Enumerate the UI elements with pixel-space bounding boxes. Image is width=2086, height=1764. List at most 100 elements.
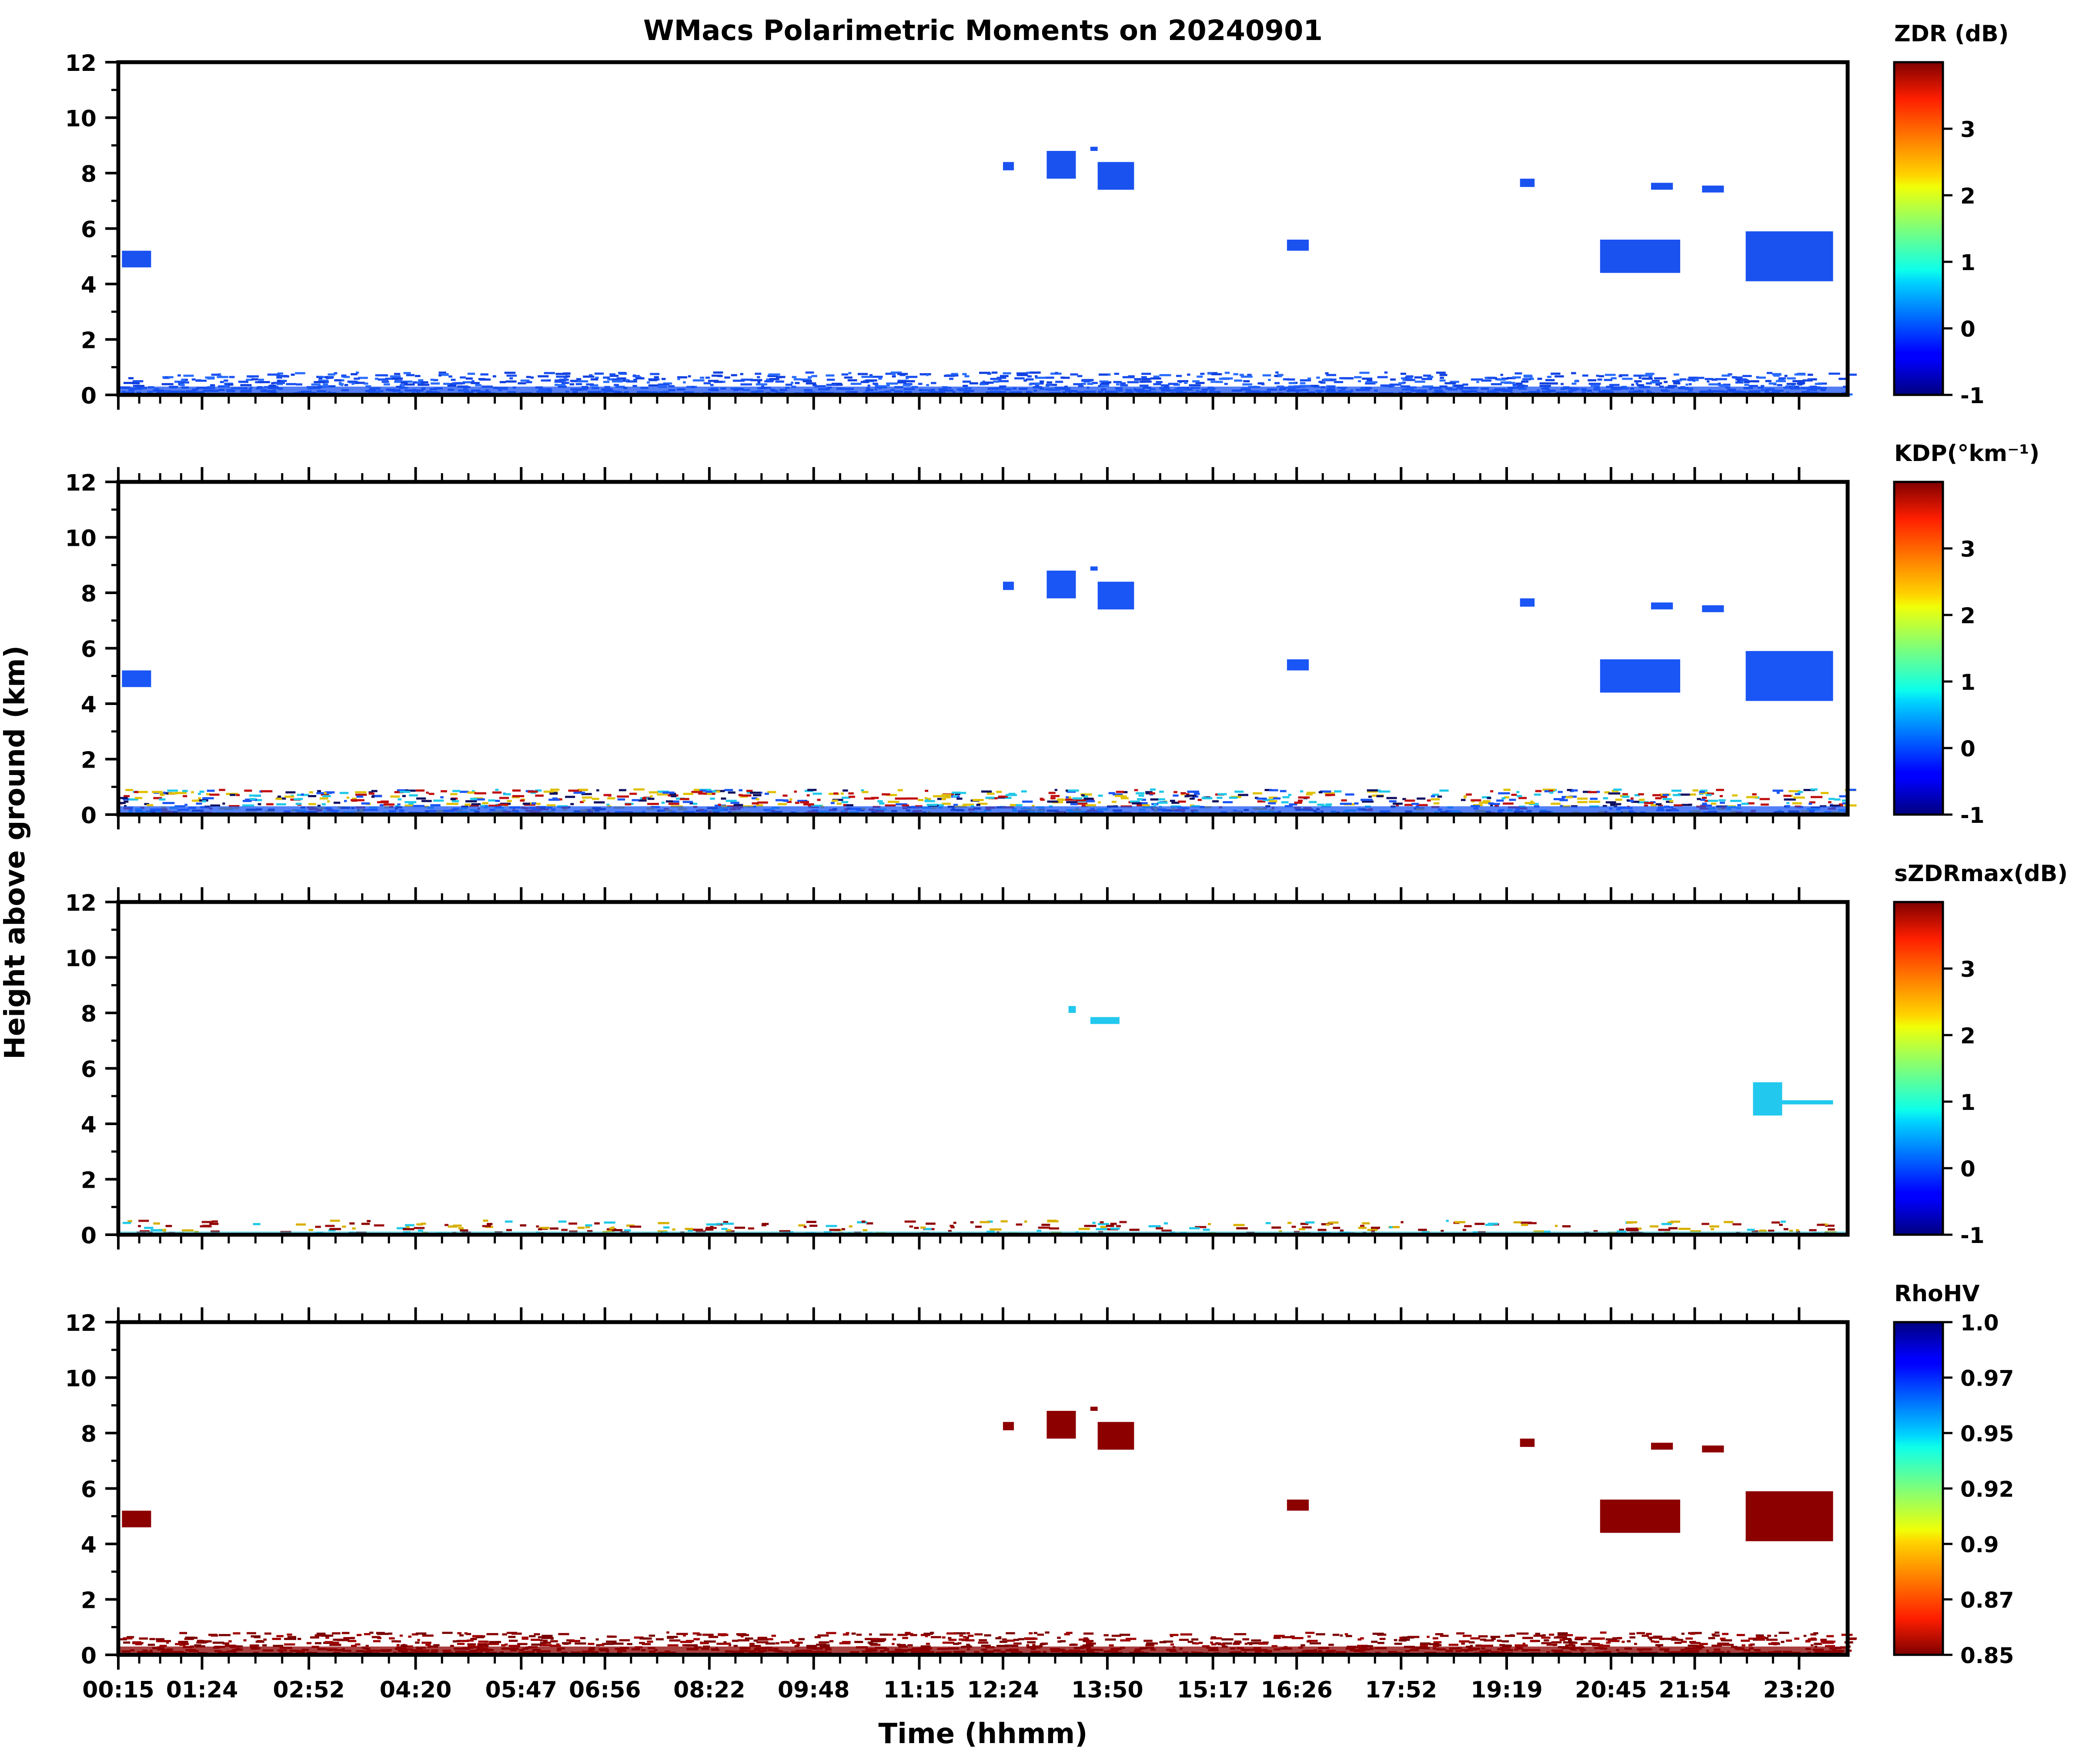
kdp-surface-echo bbox=[596, 789, 599, 792]
kdp-surface-echo bbox=[199, 790, 204, 793]
kdp-surface-echo bbox=[1741, 802, 1749, 805]
kdp-surface-echo bbox=[309, 791, 314, 794]
kdp-surface-echo bbox=[848, 792, 854, 795]
zdr-surface-echo bbox=[1187, 373, 1190, 376]
rhohv-surface-echo bbox=[175, 1643, 187, 1645]
rhohv-surface-echo bbox=[459, 1634, 464, 1637]
rhohv-surface-echo bbox=[925, 1635, 928, 1637]
zdr-surface-echo bbox=[1307, 378, 1311, 380]
szdrmax-surface-echo bbox=[1809, 1229, 1817, 1232]
rhohv-surface-echo bbox=[974, 1633, 983, 1636]
zdr-surface-echo bbox=[273, 381, 285, 384]
zdr-surface-echo bbox=[905, 377, 909, 380]
rhohv-surface-echo bbox=[1242, 1638, 1249, 1640]
rhohv-surface-echo bbox=[540, 1639, 543, 1642]
szdrmax-surface-echo bbox=[1779, 1223, 1783, 1226]
kdp-surface-echo bbox=[355, 793, 367, 796]
rhohv-surface-echo bbox=[508, 1640, 518, 1642]
szdrmax-surface-echo bbox=[1305, 1221, 1315, 1224]
rhohv-surface-echo bbox=[464, 1632, 468, 1635]
rhohv-surface-echo bbox=[749, 1645, 761, 1647]
zdr-surface-echo bbox=[555, 373, 568, 375]
szdrmax-colorbar-gradient bbox=[1894, 902, 1943, 1235]
kdp-surface-echo bbox=[861, 789, 864, 792]
zdr-surface-echo bbox=[210, 384, 215, 387]
zdr-surface-echo bbox=[793, 378, 802, 381]
kdp-surface-echo bbox=[333, 802, 341, 804]
rhohv-surface-echo bbox=[522, 1637, 529, 1640]
zdr-surface-echo bbox=[703, 382, 711, 384]
szdrmax-surface-echo bbox=[862, 1229, 868, 1232]
zdr-surface-echo bbox=[1515, 382, 1523, 385]
zdr-surface-echo bbox=[1274, 382, 1280, 384]
kdp-surface-echo bbox=[1479, 802, 1491, 804]
rhohv-surface-echo bbox=[472, 1635, 483, 1637]
szdrmax-surface-echo bbox=[1593, 1230, 1598, 1233]
zdr-surface-echo bbox=[403, 372, 411, 374]
rhohv-surface-echo bbox=[1271, 1645, 1277, 1647]
rhohv-surface-echo bbox=[417, 1639, 420, 1641]
rhohv-surface-echo bbox=[1636, 1632, 1645, 1634]
zdr-surface-echo bbox=[710, 384, 714, 386]
kdp-surface-echo bbox=[352, 799, 364, 802]
zdr-surface-echo bbox=[223, 385, 229, 388]
kdp-surface-echo bbox=[730, 802, 739, 804]
szdrmax-surface-echo bbox=[1100, 1221, 1104, 1223]
zdr-surface-echo bbox=[1744, 381, 1750, 384]
szdrmax-surface-echo bbox=[1828, 1228, 1835, 1231]
zdr-surface-echo bbox=[506, 374, 517, 377]
zdr-surface-echo bbox=[1016, 372, 1027, 375]
zdr-surface-echo bbox=[1635, 382, 1638, 385]
kdp-surface-echo bbox=[1669, 800, 1674, 802]
rhohv-surface-echo bbox=[897, 1634, 908, 1636]
rhohv-surface-echo bbox=[1825, 1645, 1835, 1647]
zdr-surface-echo bbox=[692, 379, 705, 382]
rhohv-surface-echo bbox=[1194, 1642, 1199, 1645]
zdr-surface-echo bbox=[295, 372, 305, 374]
kdp-cloud-echo bbox=[1003, 581, 1014, 590]
szdrmax-surface-echo bbox=[127, 1220, 132, 1223]
rhohv-surface-echo bbox=[1541, 1642, 1551, 1644]
kdp-surface-echo bbox=[1788, 790, 1801, 792]
rhohv-surface-echo bbox=[1029, 1632, 1033, 1634]
zdr-surface-echo bbox=[128, 377, 134, 380]
kdp-surface-echo bbox=[1551, 802, 1561, 805]
zdr-surface-echo bbox=[1334, 381, 1344, 383]
zdr-surface-echo bbox=[328, 377, 333, 379]
kdp-surface-echo bbox=[207, 789, 215, 792]
kdp-surface-echo bbox=[430, 804, 441, 806]
kdp-surface-echo bbox=[1145, 792, 1150, 795]
kdp-surface-echo bbox=[764, 792, 769, 795]
rhohv-surface-echo bbox=[1688, 1644, 1699, 1647]
zdr-surface-echo bbox=[217, 376, 228, 378]
szdrmax-surface-echo bbox=[1554, 1225, 1558, 1227]
zdr-surface-echo bbox=[586, 383, 594, 386]
rhohv-surface-echo bbox=[149, 1638, 155, 1640]
zdr-surface-echo bbox=[893, 373, 896, 376]
kdp-surface-echo bbox=[1114, 795, 1123, 797]
kdp-surface-echo bbox=[1137, 804, 1146, 807]
rhohv-surface-echo bbox=[1202, 1645, 1210, 1647]
kdp-surface-echo bbox=[1466, 793, 1472, 796]
rhohv-surface-echo bbox=[544, 1641, 551, 1644]
zdr-surface-echo bbox=[183, 374, 194, 377]
kdp-surface-echo bbox=[355, 791, 367, 794]
kdp-surface-echo bbox=[1634, 794, 1640, 796]
rhohv-surface-echo bbox=[931, 1636, 941, 1638]
zdr-surface-echo bbox=[1596, 374, 1599, 377]
rhohv-surface-echo bbox=[723, 1642, 731, 1645]
kdp-surface-echo bbox=[1325, 794, 1331, 796]
zdr-surface-echo bbox=[964, 375, 969, 378]
szdrmax-surface-echo bbox=[1092, 1222, 1096, 1224]
kdp-surface-echo bbox=[633, 788, 645, 791]
kdp-surface-echo bbox=[843, 804, 853, 806]
kdp-surface-echo bbox=[1567, 789, 1573, 791]
zdr-surface-echo bbox=[418, 379, 424, 381]
zdr-surface-echo bbox=[365, 385, 371, 388]
rhohv-surface-echo bbox=[450, 1645, 454, 1647]
szdrmax-colorbar-label: sZDRmax(dB) bbox=[1894, 861, 2068, 887]
kdp-surface-echo bbox=[941, 794, 952, 796]
zdr-surface-echo bbox=[1207, 372, 1213, 375]
kdp-surface-echo bbox=[397, 803, 401, 806]
kdp-surface-echo bbox=[135, 797, 143, 799]
